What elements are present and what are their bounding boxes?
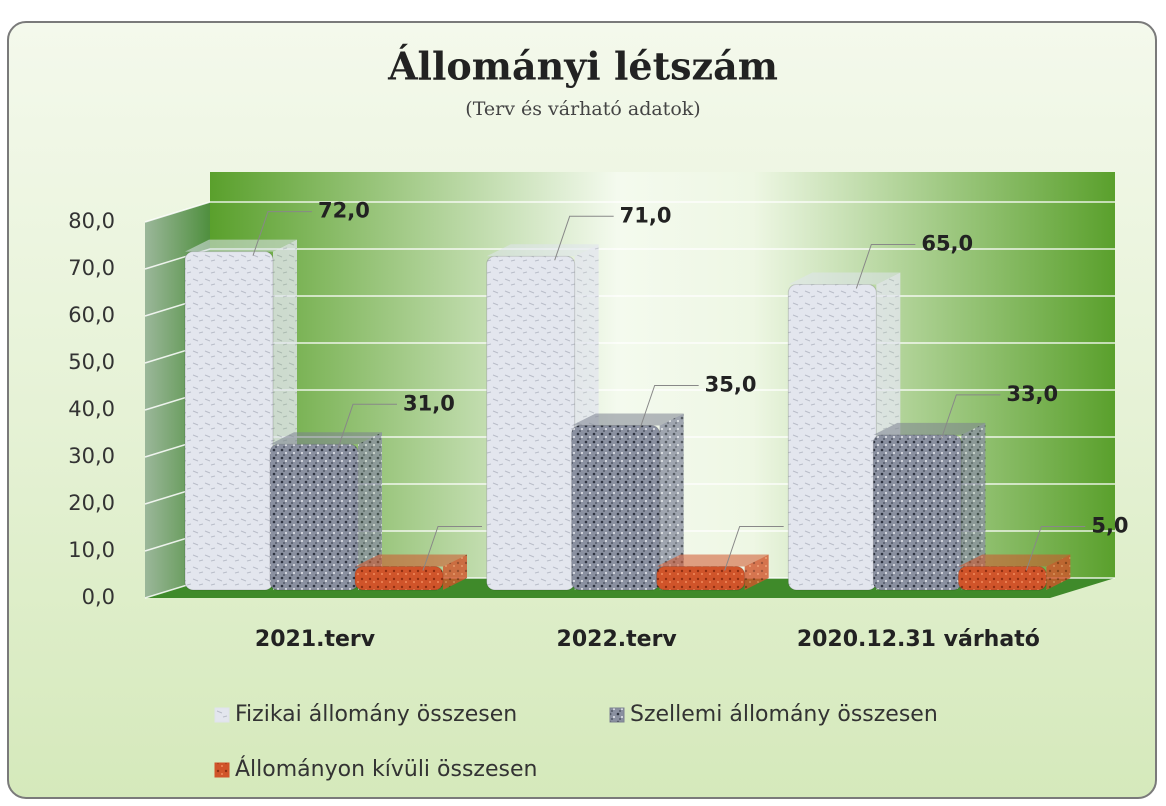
leader-line bbox=[639, 385, 699, 430]
bar bbox=[354, 554, 467, 591]
legend-label: Fizikai állomány összesen bbox=[235, 702, 517, 727]
bar bbox=[269, 432, 382, 591]
legend-label: Állományon kívüli összesen bbox=[235, 756, 537, 782]
legend-swatch bbox=[214, 707, 230, 723]
leader-line bbox=[337, 403, 397, 449]
leader-line bbox=[554, 215, 614, 261]
data-label: 31,0 bbox=[403, 391, 455, 415]
x-tick-label: 2021.terv bbox=[255, 627, 376, 652]
y-tick-label: 30,0 bbox=[68, 444, 115, 468]
data-label: 33,0 bbox=[1006, 382, 1058, 406]
leader-line bbox=[855, 244, 916, 289]
y-tick-label: 70,0 bbox=[68, 256, 115, 280]
chart-title: Állományi létszám bbox=[387, 44, 778, 89]
x-tick-label: 2022.terv bbox=[557, 627, 678, 652]
leader-line bbox=[252, 211, 312, 256]
data-label: 71,0 bbox=[620, 203, 672, 227]
leader-line bbox=[724, 526, 784, 571]
leader-line bbox=[422, 526, 482, 571]
y-tick-label: 80,0 bbox=[68, 209, 115, 233]
legend-label: Szellemi állomány összesen bbox=[630, 702, 938, 727]
leader-line bbox=[1025, 526, 1086, 571]
y-tick-label: 60,0 bbox=[68, 303, 115, 327]
bar bbox=[571, 413, 684, 591]
y-tick-label: 40,0 bbox=[68, 397, 115, 421]
legend-swatch bbox=[214, 762, 230, 778]
y-tick-label: 50,0 bbox=[68, 350, 115, 374]
y-tick-label: 0,0 bbox=[82, 585, 115, 609]
chart-subtitle: (Terv és várható adatok) bbox=[465, 98, 700, 120]
x-tick-label: 2020.12.31 várható bbox=[797, 627, 1040, 652]
leader-line bbox=[940, 394, 1001, 440]
data-label: 35,0 bbox=[705, 373, 757, 397]
legend-swatch bbox=[609, 707, 625, 723]
bar bbox=[656, 554, 769, 591]
grid-line bbox=[144, 201, 1115, 223]
y-tick-label: 10,0 bbox=[68, 538, 115, 562]
bar bbox=[957, 554, 1071, 591]
data-label: 65,0 bbox=[921, 232, 973, 256]
data-label: 5,0 bbox=[1091, 514, 1128, 538]
data-label: 72,0 bbox=[318, 199, 370, 223]
y-tick-label: 20,0 bbox=[68, 491, 115, 515]
bar bbox=[872, 422, 986, 591]
